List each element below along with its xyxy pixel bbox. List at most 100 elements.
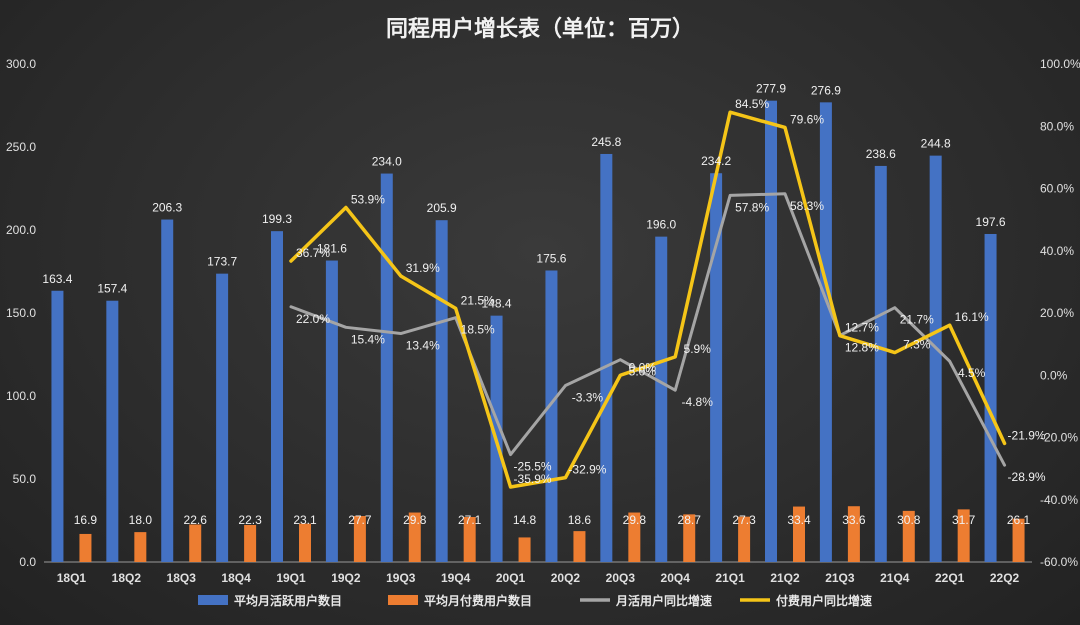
bar-data-label: 238.6 [866, 147, 896, 161]
y-left-tick-label: 250.0 [6, 140, 36, 154]
bar-data-label: 234.2 [701, 154, 731, 168]
bar-data-label: 173.7 [207, 255, 237, 269]
bar-mau [929, 155, 942, 562]
bar-mau [216, 273, 229, 562]
line-data-label: 21.5% [461, 293, 495, 307]
bar-data-label: 244.8 [921, 137, 951, 151]
line-data-label: 31.9% [406, 261, 440, 275]
line-data-label: 16.1% [955, 310, 989, 324]
bar-paying [518, 537, 531, 562]
bar-data-label: 27.7 [348, 513, 372, 527]
bar-data-label: 27.3 [732, 513, 756, 527]
bar-data-label: 163.4 [42, 272, 72, 286]
bar-data-label: 29.8 [403, 513, 427, 527]
legend-label: 月活用户同比增速 [615, 593, 712, 608]
x-category-label: 18Q1 [57, 571, 87, 585]
y-right-tick-label: -20.0% [1040, 431, 1078, 445]
bar-data-label: 18.0 [129, 513, 153, 527]
y-right-tick-label: 40.0% [1040, 244, 1074, 258]
line-data-label: 5.0% [629, 365, 657, 379]
bar-paying [847, 506, 860, 562]
x-category-label: 19Q1 [276, 571, 306, 585]
bar-mau [984, 233, 997, 562]
x-category-label: 21Q4 [880, 571, 910, 585]
bar-mau [380, 173, 393, 562]
y-right-tick-label: 20.0% [1040, 306, 1074, 320]
x-category-label: 20Q2 [551, 571, 581, 585]
bar-data-label: 23.1 [293, 513, 317, 527]
bar-data-label: 148.4 [482, 297, 512, 311]
line-data-label: -32.9% [568, 463, 606, 477]
y-right-tick-label: 80.0% [1040, 119, 1074, 133]
y-left-tick-label: 0.0 [19, 555, 36, 569]
bar-paying [244, 524, 257, 562]
x-category-label: 18Q4 [221, 571, 251, 585]
line-data-label: 12.7% [845, 321, 879, 335]
x-category-label: 19Q3 [386, 571, 416, 585]
line-data-label: 22.0% [296, 312, 330, 326]
bar-paying [79, 533, 92, 562]
bar-paying [353, 516, 366, 562]
x-category-label: 18Q3 [167, 571, 197, 585]
bar-data-label: 196.0 [646, 218, 676, 232]
bar-paying [738, 516, 751, 562]
y-right-tick-label: 60.0% [1040, 182, 1074, 196]
bar-paying [463, 517, 476, 562]
bar-data-label: 181.6 [317, 242, 347, 256]
bar-mau [545, 270, 558, 562]
bar-mau [51, 290, 64, 562]
line-data-label: 15.4% [351, 332, 385, 346]
line-data-label: 36.7% [296, 246, 330, 260]
bar-data-label: 26.1 [1007, 513, 1031, 527]
line-data-label: -4.8% [682, 395, 714, 409]
bar-mau [325, 260, 338, 562]
line-data-label: 12.8% [845, 340, 879, 354]
line-data-label: 4.5% [958, 366, 986, 380]
bar-mau [271, 231, 283, 563]
bar-data-label: 199.3 [262, 212, 292, 226]
y-right-tick-label: 100.0% [1040, 57, 1080, 71]
bar-data-label: 33.4 [787, 513, 811, 527]
bar-paying [1012, 518, 1025, 562]
x-category-label: 22Q2 [990, 571, 1020, 585]
y-left-tick-label: 200.0 [6, 223, 36, 237]
bar-data-label: 276.9 [811, 83, 841, 97]
bar-mau [435, 220, 448, 562]
legend-label: 平均月活跃用户数目 [234, 593, 342, 608]
bar-data-label: 234.0 [372, 155, 402, 169]
legend-swatch [388, 595, 418, 605]
line-paying-growth [289, 110, 1007, 489]
x-category-label: 21Q2 [770, 571, 800, 585]
bar-paying [902, 510, 915, 562]
bar-mau [710, 173, 723, 562]
bar-data-label: 197.6 [976, 215, 1006, 229]
bar-paying [683, 514, 696, 562]
y-right-tick-label: -40.0% [1040, 493, 1078, 507]
bar-data-label: 245.8 [591, 135, 621, 149]
bar-data-label: 22.3 [238, 513, 262, 527]
x-category-label: 20Q3 [606, 571, 636, 585]
bar-data-label: 205.9 [427, 201, 457, 215]
bar-mau [874, 165, 887, 562]
line-data-label: 21.7% [900, 313, 934, 327]
bar-mau [765, 100, 777, 562]
bar-paying [628, 512, 641, 562]
bar-data-label: 33.6 [842, 513, 866, 527]
y-right-tick-label: -60.0% [1040, 555, 1078, 569]
x-category-label: 20Q4 [661, 571, 691, 585]
bar-data-label: 206.3 [152, 201, 182, 215]
bar-mau [819, 102, 832, 562]
line-data-label: 0.0% [629, 360, 657, 374]
bar-mau [655, 236, 668, 562]
bar-data-label: 18.6 [568, 513, 592, 527]
bar-paying [573, 531, 586, 562]
line-data-label: 7.3% [903, 338, 931, 352]
bar-paying [408, 512, 421, 562]
bar-data-label: 157.4 [97, 282, 127, 296]
bar-paying [134, 532, 147, 562]
bar-data-label: 16.9 [74, 513, 98, 527]
legend-swatch [198, 595, 228, 605]
bar-data-label: 28.7 [678, 513, 702, 527]
